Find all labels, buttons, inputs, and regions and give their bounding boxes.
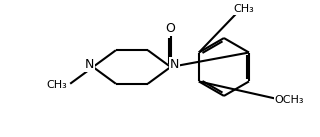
Text: OCH₃: OCH₃ <box>275 95 304 105</box>
Text: O: O <box>166 22 176 35</box>
Text: CH₃: CH₃ <box>46 80 67 90</box>
Text: N: N <box>170 58 179 71</box>
Text: N: N <box>84 58 94 71</box>
Text: CH₃: CH₃ <box>233 4 254 14</box>
